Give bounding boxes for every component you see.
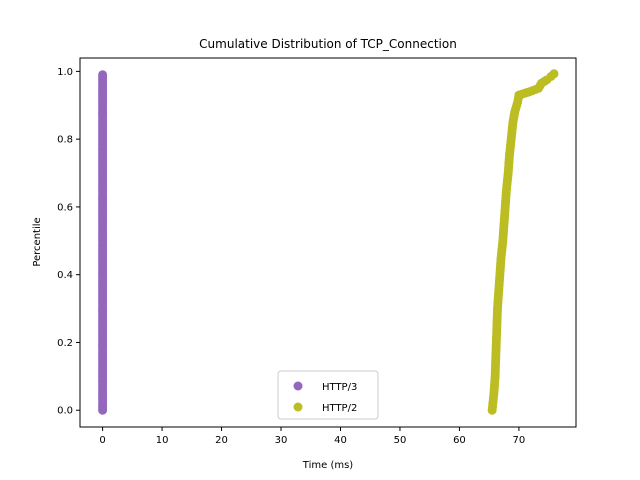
legend-label-http2: HTTP/2	[322, 403, 357, 414]
y-tick-label: 1.0	[57, 67, 73, 78]
x-tick-label: 20	[215, 435, 228, 446]
y-tick-label: 0.2	[57, 338, 73, 349]
x-tick-label: 70	[513, 435, 526, 446]
data-point	[549, 69, 559, 79]
legend-label-http3: HTTP/3	[322, 382, 357, 393]
y-tick-label: 0.8	[57, 135, 73, 146]
x-axis: 0 10 20 30 40 50 60 70	[99, 427, 525, 446]
legend-frame	[277, 370, 379, 420]
x-tick-label: 30	[275, 435, 288, 446]
legend-marker-http2	[293, 402, 303, 412]
axes-frame	[79, 57, 577, 428]
data-point	[98, 70, 108, 80]
x-axis-title: Time (ms)	[302, 460, 354, 471]
y-tick-label: 0.0	[57, 406, 73, 417]
x-tick-label: 40	[334, 435, 347, 446]
x-tick-label: 10	[156, 435, 169, 446]
chart-title: Cumulative Distribution of TCP_Connectio…	[199, 37, 457, 51]
y-tick-label: 0.4	[57, 270, 73, 281]
y-axis: 0.0 0.2 0.4 0.6 0.8 1.0	[57, 67, 80, 417]
x-tick-label: 50	[394, 435, 407, 446]
plot-area: 0 10 20 30 40 50 60 70 0.0 0.2 0.4 0.6 0.8 1.0	[57, 57, 577, 446]
series-http-2	[487, 69, 559, 415]
legend: HTTP/3 HTTP/2	[277, 370, 379, 420]
series-http-3	[98, 70, 108, 415]
x-tick-label: 0	[99, 435, 105, 446]
y-axis-title: Percentile	[32, 217, 43, 266]
y-tick-label: 0.6	[57, 202, 73, 213]
x-tick-label: 60	[453, 435, 466, 446]
legend-marker-http3	[293, 381, 303, 391]
series-layer	[98, 69, 559, 415]
